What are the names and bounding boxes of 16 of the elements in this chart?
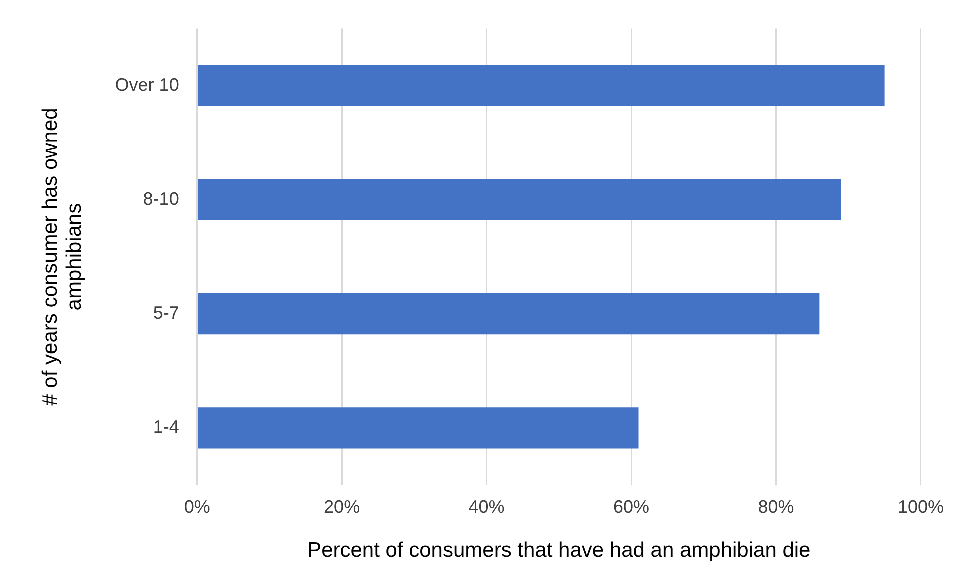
x-tick-label: 60% <box>614 496 650 517</box>
bar <box>198 294 820 335</box>
bar <box>198 408 639 449</box>
bar <box>198 179 842 220</box>
x-axis-title: Percent of consumers that have had an amphibian die <box>308 539 811 562</box>
y-tick-label: 8-10 <box>143 188 180 209</box>
x-tick-label: 100% <box>898 496 944 517</box>
y-tick-label: 1-4 <box>153 417 180 438</box>
x-tick-label: 20% <box>324 496 360 517</box>
x-tick-label: 80% <box>758 496 794 517</box>
y-tick-label: Over 10 <box>115 74 180 95</box>
bar <box>198 65 885 106</box>
y-axis-title: # of years consumer has owned amphibians <box>38 108 86 406</box>
x-tick-label: 0% <box>184 496 210 517</box>
x-tick-label: 40% <box>468 496 505 517</box>
y-tick-label: 5-7 <box>153 303 180 324</box>
